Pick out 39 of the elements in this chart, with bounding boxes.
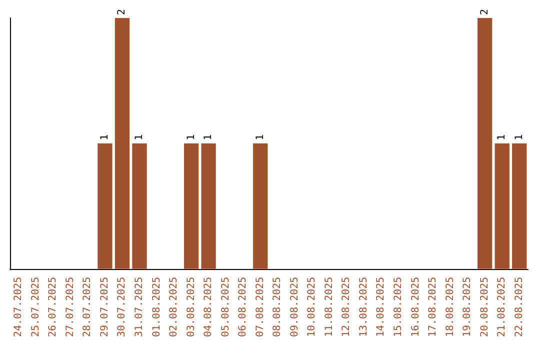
x-tick-label: 14.08.2025: [376, 276, 387, 338]
x-tick-label: 08.08.2025: [272, 276, 284, 338]
x-tick-label: 13.08.2025: [358, 276, 370, 338]
x-tick-label: 12.08.2025: [341, 276, 352, 338]
x-tick-label: 07.08.2025: [254, 276, 266, 338]
x-tick-label: 09.08.2025: [289, 276, 300, 338]
x-tick-label: 16.08.2025: [410, 276, 422, 338]
x-tick-label: 20.08.2025: [479, 276, 490, 338]
data-label: 2: [479, 8, 490, 15]
data-label: 1: [496, 134, 508, 140]
x-tick-label: 11.08.2025: [324, 276, 335, 338]
x-tick-label: 05.08.2025: [220, 276, 232, 338]
x-tick-label: 02.08.2025: [168, 276, 180, 338]
data-label: 1: [514, 134, 525, 140]
x-tick-label: 03.08.2025: [186, 276, 197, 338]
x-tick-label: 21.08.2025: [496, 276, 508, 338]
x-tick-label: 04.08.2025: [203, 276, 214, 338]
x-tick-label: 19.08.2025: [462, 276, 474, 338]
x-tick-label: 15.08.2025: [393, 276, 404, 338]
data-label: 1: [134, 134, 145, 140]
x-tick-label: 17.08.2025: [428, 276, 439, 338]
x-tick-label: 10.08.2025: [306, 276, 318, 338]
x-tick-label: 26.07.2025: [48, 276, 59, 338]
data-label: 1: [203, 134, 214, 140]
x-tick-label: 27.07.2025: [64, 276, 76, 338]
x-tick-label: 06.08.2025: [238, 276, 249, 338]
data-label: 1: [186, 134, 197, 140]
x-tick-label: 18.08.2025: [444, 276, 456, 338]
x-tick-label: 29.07.2025: [99, 276, 110, 338]
data-label: 1: [99, 134, 110, 140]
data-label: 1: [254, 134, 266, 140]
x-tick-label: 01.08.2025: [151, 276, 162, 338]
x-tick-label: 22.08.2025: [514, 276, 525, 338]
x-tick-label: 28.07.2025: [82, 276, 94, 338]
x-tick-label: 24.07.2025: [13, 276, 24, 338]
x-tick-label: 31.07.2025: [134, 276, 145, 338]
data-label: 2: [116, 8, 128, 15]
x-tick-label: 25.07.2025: [30, 276, 42, 338]
x-tick-label: 30.07.2025: [116, 276, 128, 338]
